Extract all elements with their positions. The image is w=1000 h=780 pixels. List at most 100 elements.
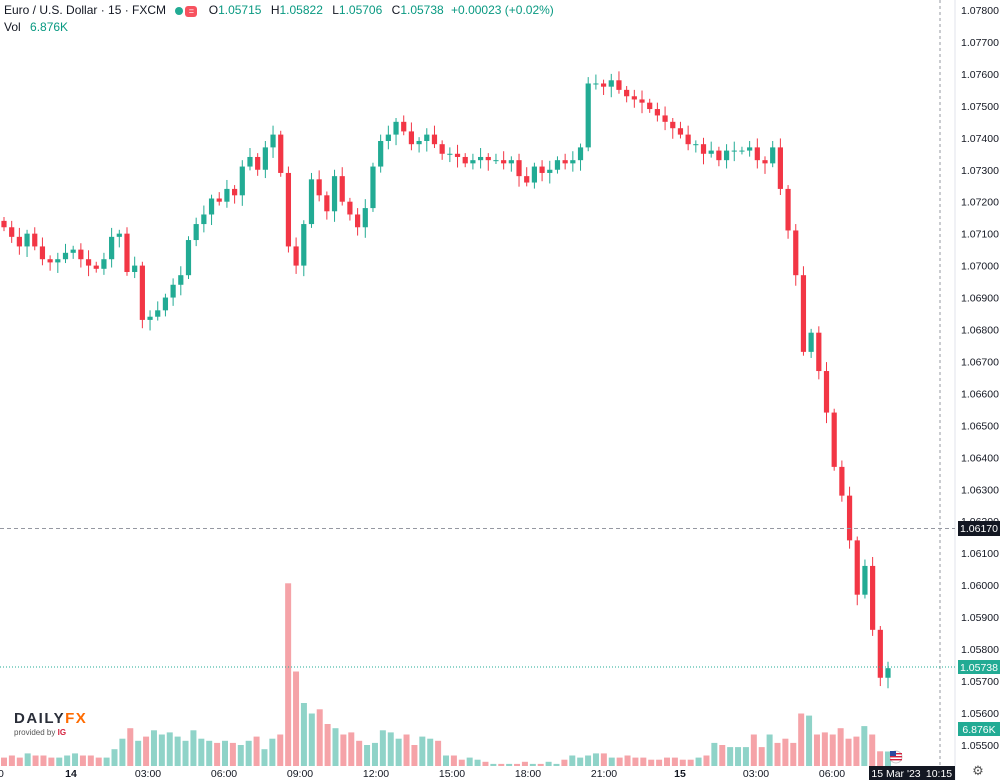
volume-bar bbox=[829, 734, 836, 766]
status-dots-icon[interactable]: = bbox=[175, 2, 199, 19]
candle-body bbox=[793, 230, 799, 276]
volume-bar bbox=[190, 730, 197, 766]
low-value: 1.05706 bbox=[338, 3, 383, 17]
candle-body bbox=[147, 316, 153, 320]
candle-body bbox=[739, 150, 745, 152]
volume-bar bbox=[332, 728, 339, 766]
volume-bar bbox=[711, 742, 718, 766]
legend-volume-row: Vol 6.876K bbox=[4, 19, 554, 36]
candle-body bbox=[270, 134, 276, 148]
volume-bar bbox=[174, 736, 181, 766]
y-tick-label: 1.05600 bbox=[961, 708, 999, 720]
candle-body bbox=[162, 297, 169, 311]
candle-body bbox=[662, 115, 668, 122]
volume-bar bbox=[640, 757, 647, 766]
volume-bar bbox=[371, 742, 378, 766]
candle-body bbox=[208, 198, 215, 215]
provider-name: IG bbox=[57, 728, 67, 737]
candle-body bbox=[255, 156, 261, 170]
volume-bar bbox=[103, 757, 110, 766]
x-tick-label: 09:00 bbox=[287, 768, 313, 780]
candle-body bbox=[232, 188, 238, 196]
x-tick-label: 21:00 bbox=[591, 768, 617, 780]
volume-bar bbox=[742, 747, 749, 766]
candle-body bbox=[447, 153, 453, 155]
volume-bar bbox=[300, 703, 307, 766]
candle-body bbox=[593, 83, 599, 85]
candle-body bbox=[493, 160, 499, 162]
volume-bar bbox=[32, 755, 39, 766]
candle-body bbox=[647, 102, 653, 110]
y-tick-label: 1.06600 bbox=[961, 388, 999, 400]
volume-bar bbox=[324, 724, 331, 766]
volume-bar bbox=[64, 755, 71, 766]
volume-bar bbox=[40, 755, 47, 766]
y-tick-label: 1.06300 bbox=[961, 484, 999, 496]
volume-bar bbox=[727, 747, 734, 766]
volume-bar bbox=[403, 734, 410, 766]
candle-body bbox=[708, 150, 714, 154]
candle-body bbox=[501, 160, 507, 164]
x-tick-label: 03:00 bbox=[743, 768, 769, 780]
candle-body bbox=[639, 99, 645, 103]
high-value: 1.05822 bbox=[279, 3, 323, 17]
volume-bar bbox=[87, 755, 94, 766]
y-tick-label: 1.06500 bbox=[961, 420, 999, 432]
volume-bar bbox=[316, 709, 323, 766]
candle-body bbox=[424, 134, 430, 141]
volume-bar bbox=[419, 736, 426, 766]
candle-body bbox=[808, 332, 814, 352]
candle-body bbox=[178, 275, 184, 285]
candle-body bbox=[216, 198, 222, 202]
gear-icon[interactable]: ⚙ bbox=[972, 763, 984, 778]
high-label: H bbox=[270, 3, 280, 17]
candle-body bbox=[547, 169, 553, 173]
candle-body bbox=[224, 188, 230, 202]
candle-body bbox=[355, 214, 361, 228]
y-tick-label: 1.07100 bbox=[961, 229, 999, 241]
candle-body bbox=[339, 176, 345, 202]
candle-body bbox=[570, 160, 576, 164]
candle-body bbox=[485, 156, 491, 161]
candle-body bbox=[700, 144, 707, 154]
candle-body bbox=[531, 166, 537, 183]
candle-body bbox=[870, 565, 876, 630]
candle-body bbox=[885, 668, 891, 678]
volume-bar bbox=[458, 759, 465, 766]
candle-body bbox=[762, 160, 768, 164]
volume-bar bbox=[56, 757, 63, 766]
chart-lines bbox=[0, 528, 955, 668]
candle-body bbox=[624, 89, 630, 97]
volume-bar bbox=[885, 751, 891, 766]
volume-bar bbox=[750, 734, 757, 766]
volume-bar bbox=[143, 736, 150, 766]
brand-name-right: FX bbox=[65, 710, 88, 727]
candle-body bbox=[462, 156, 468, 164]
candle-body bbox=[600, 83, 607, 87]
candle-body bbox=[347, 201, 353, 215]
volume-bar bbox=[450, 755, 457, 766]
y-tick-label: 1.07700 bbox=[961, 37, 999, 49]
symbol-title[interactable]: Euro / U.S. Dollar · 15 · FXCM bbox=[4, 3, 167, 17]
volume-bar bbox=[585, 755, 592, 766]
candle-body bbox=[70, 249, 76, 253]
volume-bar bbox=[182, 740, 189, 766]
change-value: +0.00023 (+0.02%) bbox=[451, 3, 554, 17]
candle-body bbox=[93, 265, 99, 269]
volume-bar bbox=[245, 740, 252, 766]
candle-body bbox=[101, 259, 107, 269]
volume-bar bbox=[671, 757, 678, 766]
candle-body bbox=[439, 144, 445, 154]
candle-body bbox=[516, 160, 522, 177]
volume-bar bbox=[766, 734, 773, 766]
volume-label[interactable]: Vol bbox=[4, 20, 21, 35]
close-label: C bbox=[391, 3, 401, 17]
price-axis[interactable]: 1.07800 1.07700 1.07600 1.07500 1.07400 1.073… bbox=[961, 5, 999, 752]
volume-bar bbox=[158, 734, 165, 766]
candle-body bbox=[877, 629, 883, 678]
candle-body bbox=[247, 156, 253, 167]
candle-body bbox=[1, 220, 7, 228]
candle-body bbox=[816, 332, 822, 372]
time-axis[interactable]: 00 14 03:00 06:00 09:00 12:00 15:00 18:00 21:00 1… bbox=[0, 768, 845, 780]
